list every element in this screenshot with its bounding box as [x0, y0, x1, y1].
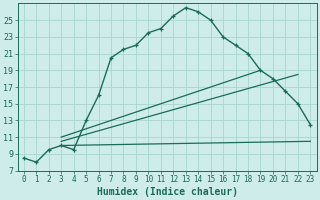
- X-axis label: Humidex (Indice chaleur): Humidex (Indice chaleur): [97, 186, 237, 197]
